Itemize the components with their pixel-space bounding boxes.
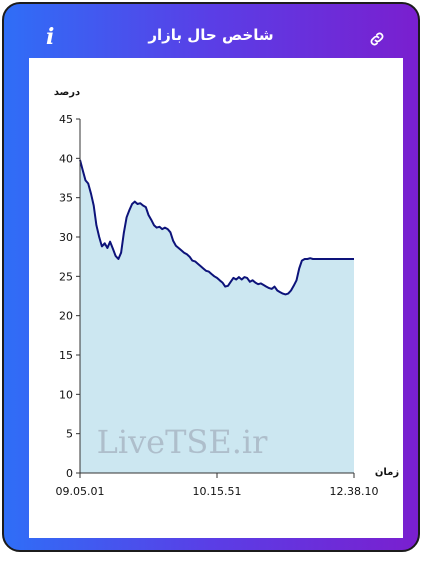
x-tick-label: 12.38.10	[330, 485, 379, 498]
y-tick-label: 15	[59, 349, 73, 362]
chart-panel: LiveTSE.ir 0 5 10 15 20 25 30 35 40 45 09.05.01 10.…	[29, 58, 403, 538]
y-axis-label: درصد	[54, 87, 80, 98]
y-tick-label: 10	[59, 388, 73, 401]
y-tick-label: 45	[59, 113, 73, 126]
y-tick-label: 40	[59, 152, 73, 165]
y-tick-label: 25	[59, 270, 73, 283]
x-axis-label: زمان	[375, 467, 399, 478]
y-tick-label: 35	[59, 192, 73, 205]
x-tick-label: 10.15.51	[193, 485, 242, 498]
y-tick-label: 30	[59, 231, 73, 244]
watermark: LiveTSE.ir	[97, 423, 269, 461]
series-line	[79, 159, 354, 296]
info-icon[interactable]: i	[46, 24, 55, 50]
page-title: شاخص حال بازار	[148, 26, 274, 44]
app-window: i شاخص حال بازار LiveTSE.ir 0 5 10 15 20 25 30…	[2, 2, 420, 552]
market-index-chart: LiveTSE.ir 0 5 10 15 20 25 30 35 40 45 09.05.01 10.…	[54, 87, 400, 498]
header-bar: i شاخص حال بازار	[4, 4, 418, 58]
y-tick-label: 5	[66, 428, 73, 441]
link-icon[interactable]	[368, 30, 386, 48]
y-tick-label: 20	[59, 310, 73, 323]
series-area	[80, 159, 354, 473]
x-tick-label: 09.05.01	[56, 485, 105, 498]
y-tick-label: 0	[66, 467, 73, 480]
